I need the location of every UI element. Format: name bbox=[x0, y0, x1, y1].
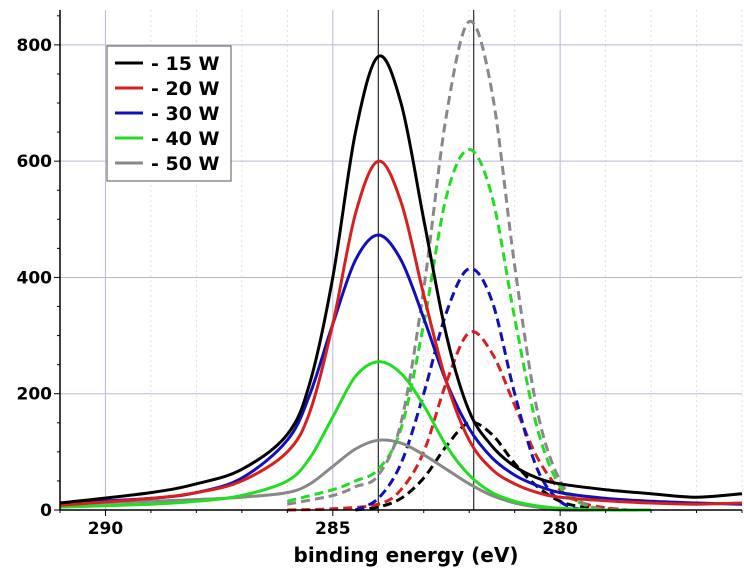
dashed-series-line-8 bbox=[354, 267, 584, 512]
series-lines bbox=[59, 20, 743, 512]
dashed-series-line-7 bbox=[287, 330, 629, 512]
x-tick-label: 280 bbox=[542, 519, 578, 539]
y-tick-label: 200 bbox=[17, 385, 53, 405]
tick-labels: 0 200 400 600 800 290 285 280 bbox=[17, 36, 579, 539]
y-tick-label: 600 bbox=[17, 152, 53, 172]
x-tick-label: 285 bbox=[315, 519, 351, 539]
series-line-1 bbox=[59, 54, 743, 505]
dashed-series-line-10 bbox=[287, 20, 607, 512]
x-axis-title: binding energy (eV) bbox=[294, 543, 519, 567]
dashed-series-line-6 bbox=[355, 420, 629, 512]
legend-label: - 40 W bbox=[151, 128, 220, 150]
x-tick-label: 290 bbox=[88, 519, 124, 539]
series-line-2 bbox=[59, 159, 743, 507]
legend: - 15 W - 20 W - 30 W - 40 W - 50 W bbox=[106, 45, 232, 182]
y-tick-label: 0 bbox=[40, 501, 52, 521]
y-tick-label: 400 bbox=[17, 268, 53, 288]
axes bbox=[54, 10, 743, 516]
legend-label: - 30 W bbox=[151, 103, 220, 125]
legend-label: - 15 W bbox=[151, 53, 220, 75]
series-line-4 bbox=[59, 360, 652, 512]
legend-label: - 50 W bbox=[151, 153, 220, 175]
legend-label: - 20 W bbox=[151, 78, 220, 100]
series-line-3 bbox=[59, 233, 743, 506]
y-tick-label: 800 bbox=[17, 36, 53, 56]
reference-lines bbox=[377, 10, 475, 510]
